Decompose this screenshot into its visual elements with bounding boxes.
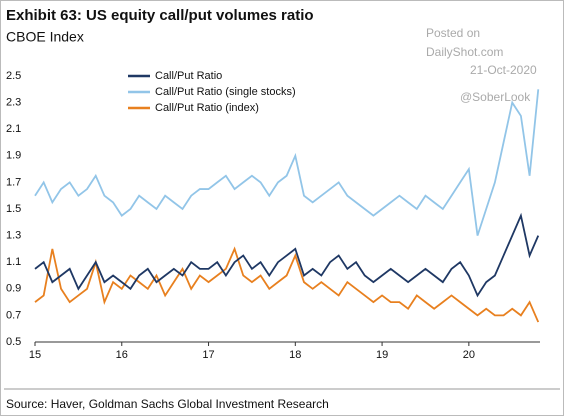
y-tick-label: 2.1 (6, 123, 21, 135)
watermark: Posted on (426, 26, 480, 40)
watermark: DailyShot.com (426, 45, 503, 59)
x-tick-label: 19 (376, 349, 388, 361)
y-tick-label: 2.3 (6, 97, 21, 109)
series-line (34, 212, 540, 298)
y-tick-label: 1.3 (6, 230, 21, 242)
y-tick-label: 0.7 (6, 309, 21, 321)
x-tick-label: 17 (202, 349, 214, 361)
y-tick-label: 1.7 (6, 176, 21, 188)
series-line (34, 246, 540, 323)
legend-label: Call/Put Ratio (155, 70, 222, 82)
legend-label: Call/Put Ratio (index) (155, 102, 259, 114)
legend-label: Call/Put Ratio (single stocks) (155, 86, 296, 98)
x-tick-label: 15 (29, 349, 41, 361)
y-tick-label: 2.5 (6, 70, 21, 82)
y-tick-label: 1.5 (6, 203, 21, 215)
x-tick-label: 16 (116, 349, 128, 361)
y-tick-label: 0.9 (6, 283, 21, 295)
y-tick-label: 0.5 (6, 336, 21, 348)
series-line (34, 89, 540, 236)
source: Source: Haver, Goldman Sachs Global Inve… (6, 397, 329, 411)
chart-subtitle: CBOE Index (6, 29, 84, 45)
chart-title: Exhibit 63: US equity call/put volumes r… (6, 7, 314, 24)
y-tick-label: 1.9 (6, 150, 21, 162)
watermark: @SoberLook (460, 90, 531, 104)
x-tick-label: 18 (289, 349, 301, 361)
x-tick-label: 20 (463, 349, 475, 361)
y-tick-label: 1.1 (6, 256, 21, 268)
watermark: 21-Oct-2020 (470, 63, 537, 77)
